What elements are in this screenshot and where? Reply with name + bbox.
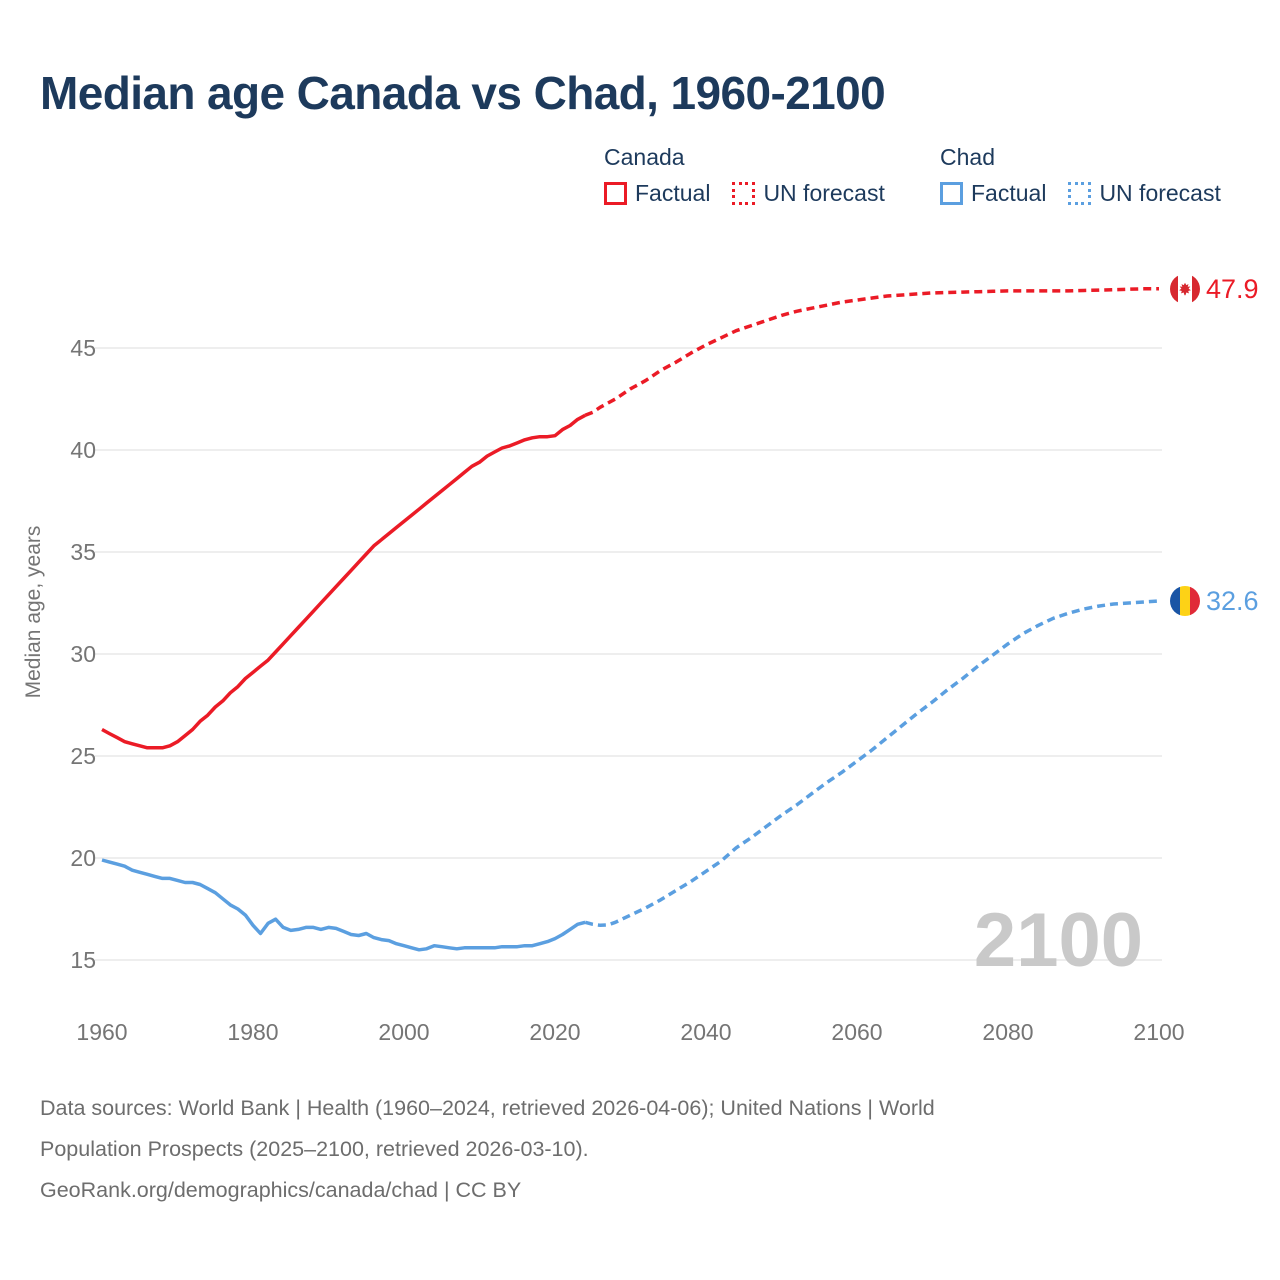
legend-group-chad: Chad Factual UN forecast <box>940 144 1221 207</box>
legend-label-canada-forecast: UN forecast <box>763 180 885 206</box>
y-tick-label: 25 <box>70 743 96 769</box>
legend-group-chad-title: Chad <box>940 144 995 170</box>
canada-end-value-label: 47.9 <box>1206 274 1259 304</box>
legend-item-chad-forecast[interactable]: UN forecast <box>1068 180 1221 207</box>
x-tick-label: 1980 <box>227 1019 278 1045</box>
footer-attribution-url: GeoRank.org/demographics/canada/chad | C… <box>40 1178 522 1202</box>
canada-forecast-swatch-icon <box>732 182 756 205</box>
gridlines <box>95 347 1162 961</box>
x-tick-label: 2080 <box>982 1019 1033 1045</box>
y-tick-label: 35 <box>70 539 96 565</box>
y-tick-label: 20 <box>70 845 96 871</box>
y-tick-label: 40 <box>70 437 96 463</box>
chad-end-value-label: 32.6 <box>1206 586 1259 616</box>
y-tick-label: 30 <box>70 641 96 667</box>
y-axis-tick-labels: 15 20 25 30 35 40 45 <box>70 335 96 973</box>
x-tick-label: 2060 <box>831 1019 882 1045</box>
footer-data-sources-line1: Data sources: World Bank | Health (1960–… <box>40 1096 935 1120</box>
footer: Data sources: World Bank | Health (1960–… <box>40 1088 1200 1211</box>
legend-label-canada-factual: Factual <box>635 180 711 206</box>
legend-item-canada-forecast[interactable]: UN forecast <box>732 180 885 207</box>
legend-label-chad-factual: Factual <box>971 180 1047 206</box>
canada-factual-line <box>101 413 587 750</box>
maple-leaf-icon <box>1179 282 1191 296</box>
x-tick-label: 2100 <box>1133 1019 1184 1045</box>
footer-data-sources-line2: Population Prospects (2025–2100, retriev… <box>40 1137 589 1161</box>
x-tick-label: 2020 <box>529 1019 580 1045</box>
canada-un-forecast-line <box>584 287 1159 417</box>
series-lines <box>101 287 1160 952</box>
chad-forecast-swatch-icon <box>1068 182 1092 205</box>
legend-group-canada: Canada Factual UN forecast <box>604 144 885 207</box>
canada-flag-icon <box>1170 274 1200 304</box>
chad-un-forecast-line <box>584 599 1160 928</box>
chad-factual-swatch-icon <box>940 182 963 205</box>
x-tick-label: 1960 <box>76 1019 127 1045</box>
legend-label-chad-forecast: UN forecast <box>1099 180 1221 206</box>
legend-item-chad-factual[interactable]: Factual <box>940 180 1046 207</box>
legend-item-canada-factual[interactable]: Factual <box>604 180 710 207</box>
y-axis-title: Median age, years <box>22 526 45 699</box>
x-tick-label: 2040 <box>680 1019 731 1045</box>
page-title: Median age Canada vs Chad, 1960-2100 <box>40 67 886 119</box>
x-axis-tick-labels: 1960 1980 2000 2020 2040 2060 2080 2100 <box>76 1019 1184 1045</box>
chad-flag-icon <box>1170 586 1200 616</box>
canada-factual-swatch-icon <box>604 182 627 205</box>
y-tick-label: 45 <box>70 335 96 361</box>
x-tick-label: 2000 <box>378 1019 429 1045</box>
watermark-year: 2100 <box>974 898 1143 983</box>
chad-factual-line <box>101 858 586 952</box>
legend-group-canada-title: Canada <box>604 144 685 170</box>
y-tick-label: 15 <box>70 947 96 973</box>
